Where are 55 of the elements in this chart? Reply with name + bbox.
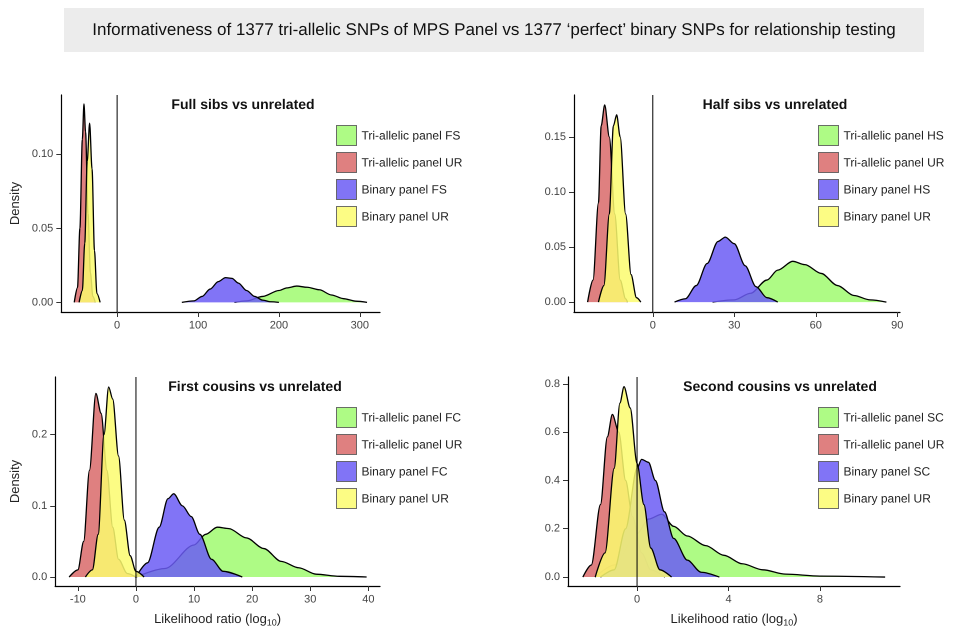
chart-title: First cousins vs unrelated	[168, 378, 342, 394]
x-tick-label: 30	[304, 594, 316, 606]
legend-label: Binary panel FC	[362, 464, 448, 478]
y-tick-label: 0.1	[32, 500, 48, 512]
y-tick-label: 0.10	[544, 186, 566, 198]
y-axis-title: Density	[7, 181, 22, 226]
legend-label: Binary panel HS	[844, 182, 930, 196]
y-tick-label: 0.2	[32, 428, 48, 441]
text: Informativeness of 1377 tri-allelic SNPs of MPS Panel vs 1377 ‘perfect’ binary SNPs for relationship testing	[64, 8, 924, 52]
legend-label: Tri-allelic panel FS	[362, 128, 460, 142]
x-tick-label: 0	[114, 320, 120, 332]
x-tick-label: 300	[350, 320, 369, 332]
legend-label: Tri-allelic panel SC	[844, 410, 944, 424]
y-tick-label: 0.0	[544, 571, 560, 584]
y-tick-label: 0.6	[544, 426, 560, 438]
y-tick-label: 0.4	[544, 474, 560, 486]
x-tick-label: 20	[246, 594, 258, 606]
y-tick-label: 0.00	[32, 296, 54, 308]
legend-label: Tri-allelic panel UR	[362, 156, 463, 170]
legend-label: Tri-allelic panel UR	[844, 156, 945, 170]
y-tick-label: 0.05	[544, 241, 566, 254]
y-tick-label: 0.10	[32, 148, 54, 160]
y-tick-label: 0.00	[544, 296, 566, 308]
x-tick-label: 10	[188, 594, 200, 606]
legend-label: Binary panel FS	[362, 182, 447, 196]
x-tick-label: 200	[270, 320, 288, 332]
legend-label: Tri-allelic panel UR	[362, 438, 463, 452]
y-axis-title: Density	[7, 459, 22, 504]
legend-label: Binary panel SC	[844, 464, 931, 478]
legend-label: Binary panel UR	[844, 492, 932, 506]
y-tick-label: 0.15	[544, 130, 566, 143]
x-tick-label: 100	[188, 320, 208, 332]
y-tick-label: 0.2	[544, 522, 560, 535]
legend-label: Tri-allelic panel FC	[362, 410, 462, 424]
y-tick-label: 0.8	[544, 378, 560, 390]
legend-label: Tri-allelic panel UR	[844, 438, 945, 452]
x-tick-label: 0	[132, 594, 140, 606]
x-tick-label: 4	[725, 594, 732, 606]
x-tick-label: 60	[810, 320, 822, 332]
y-tick-label: 0.05	[32, 222, 54, 234]
y-tick-label: 0.0	[32, 571, 48, 584]
x-tick-label: 90	[891, 320, 904, 332]
chart-title: Full sibs vs unrelated	[171, 96, 315, 112]
legend-label: Binary panel UR	[362, 492, 450, 506]
x-tick-label: -10	[70, 594, 86, 606]
x-tick-label: 40	[362, 594, 375, 606]
legend-label: Tri-allelic panel HS	[844, 128, 944, 142]
x-tick-label: 0	[650, 320, 656, 332]
legend-label: Binary panel UR	[362, 210, 450, 224]
x-tick-label: 0	[634, 594, 640, 606]
x-tick-label: 8	[816, 594, 824, 606]
x-tick-label: 30	[728, 320, 740, 332]
chart-title: Half sibs vs unrelated	[702, 96, 848, 112]
legend-label: Binary panel UR	[844, 210, 932, 224]
chart-title: Second cousins vs unrelated	[683, 378, 877, 394]
